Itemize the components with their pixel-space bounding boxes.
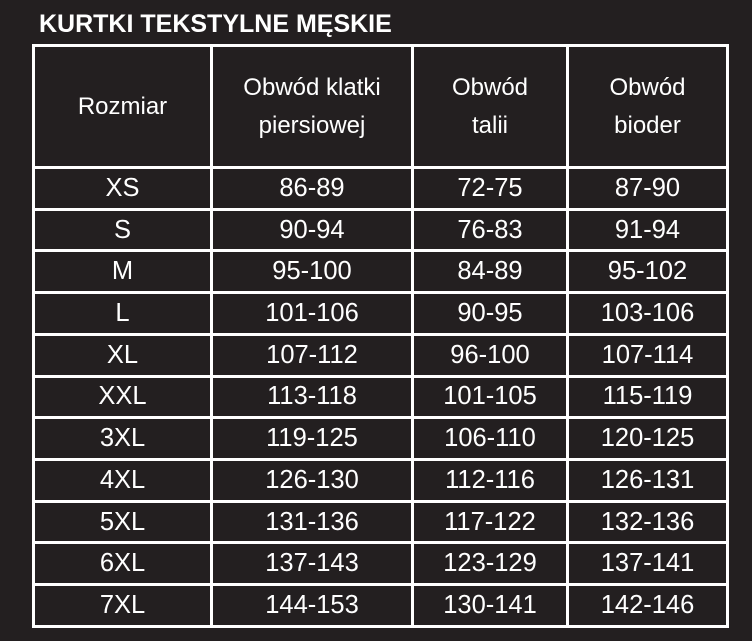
table-cell: 6XL: [32, 541, 213, 587]
table-cell: 137-143: [210, 541, 414, 587]
header-line: piersiowej: [258, 111, 366, 139]
table-row: L 101-106 90-95 103-106: [32, 291, 729, 336]
table-row: XL 107-112 96-100 107-114: [32, 332, 729, 378]
header-line: Obwód: [609, 73, 686, 101]
table-cell: 119-125: [210, 416, 414, 462]
header-waist: Obwód talii: [411, 44, 569, 169]
table-cell: 7XL: [32, 583, 213, 628]
table-cell: 96-100: [411, 332, 569, 378]
table-cell: 107-112: [210, 332, 414, 378]
table-row: 4XL 126-130 112-116 126-131: [32, 458, 729, 503]
table-cell: 112-116: [411, 458, 569, 503]
table-cell: 126-131: [566, 458, 729, 503]
table-cell: 4XL: [32, 458, 213, 503]
table-cell: 115-119: [566, 374, 729, 420]
table-row: M 95-100 84-89 95-102: [32, 249, 729, 295]
table-cell: 120-125: [566, 416, 729, 462]
table-cell: 144-153: [210, 583, 414, 628]
table-cell: 95-102: [566, 249, 729, 295]
table-cell: 72-75: [411, 166, 569, 211]
table-cell: 86-89: [210, 166, 414, 211]
table-row: XXL 113-118 101-105 115-119: [32, 374, 729, 420]
table-cell: 117-122: [411, 499, 569, 545]
header-line: bioder: [614, 111, 681, 139]
header-line: Obwód: [451, 73, 529, 101]
table-cell: S: [32, 207, 213, 253]
size-table: Rozmiar Obwód klatki piersiowej Obwód talii O…: [32, 44, 729, 628]
table-cell: M: [32, 249, 213, 295]
table-cell: 137-141: [566, 541, 729, 587]
table-cell: 5XL: [32, 499, 213, 545]
table-cell: 130-141: [411, 583, 569, 628]
header-row: Rozmiar Obwód klatki piersiowej Obwód talii O…: [32, 44, 729, 169]
table-cell: XS: [32, 166, 213, 211]
table-cell: 113-118: [210, 374, 414, 420]
table-cell: 101-105: [411, 374, 569, 420]
table-cell: 76-83: [411, 207, 569, 253]
header-line: Rozmiar: [77, 92, 168, 120]
table-row: 5XL 131-136 117-122 132-136: [32, 499, 729, 545]
header-line: Obwód klatki: [243, 73, 381, 101]
table-cell: XL: [32, 332, 213, 378]
table-cell: 107-114: [566, 332, 729, 378]
table-row: S 90-94 76-83 91-94: [32, 207, 729, 253]
header-size: Rozmiar: [32, 44, 213, 169]
table-cell: 142-146: [566, 583, 729, 628]
table-cell: 90-95: [411, 291, 569, 336]
table-cell: 90-94: [210, 207, 414, 253]
table-cell: 126-130: [210, 458, 414, 503]
table-cell: 84-89: [411, 249, 569, 295]
table-cell: 103-106: [566, 291, 729, 336]
table-cell: 131-136: [210, 499, 414, 545]
table-cell: 91-94: [566, 207, 729, 253]
table-cell: XXL: [32, 374, 213, 420]
header-chest: Obwód klatki piersiowej: [210, 44, 414, 169]
table-cell: L: [32, 291, 213, 336]
table-cell: 106-110: [411, 416, 569, 462]
table-cell: 123-129: [411, 541, 569, 587]
table-cell: 87-90: [566, 166, 729, 211]
table-row: 3XL 119-125 106-110 120-125: [32, 416, 729, 462]
header-line: talii: [471, 111, 508, 139]
table-row: XS 86-89 72-75 87-90: [32, 166, 729, 211]
table-cell: 132-136: [566, 499, 729, 545]
table-row: 7XL 144-153 130-141 142-146: [32, 583, 729, 628]
page-title: KURTKI TEKSTYLNE MĘSKIE: [39, 10, 392, 38]
table-cell: 95-100: [210, 249, 414, 295]
table-cell: 101-106: [210, 291, 414, 336]
table-cell: 3XL: [32, 416, 213, 462]
table-row: 6XL 137-143 123-129 137-141: [32, 541, 729, 587]
header-hips: Obwód bioder: [566, 44, 729, 169]
